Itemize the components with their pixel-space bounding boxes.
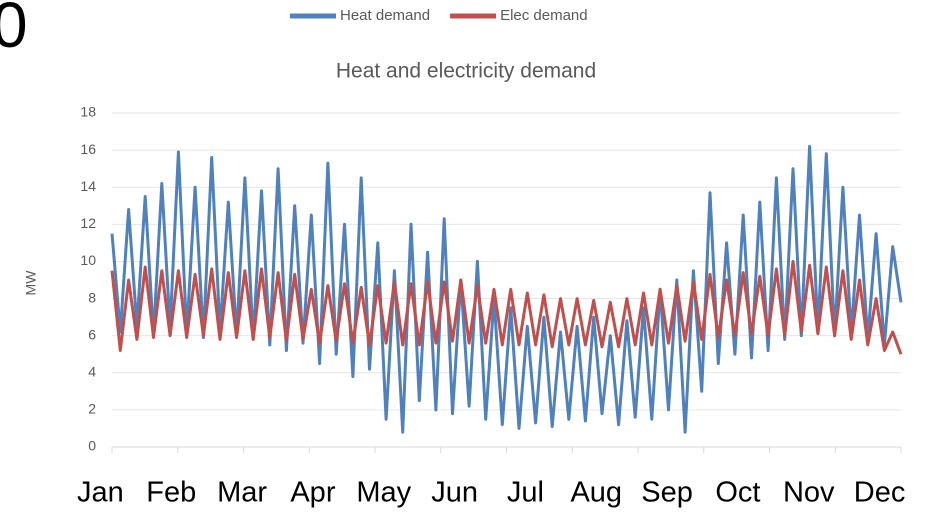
legend-label: Elec demand bbox=[500, 7, 588, 24]
x-tick-label: Dec bbox=[854, 477, 906, 509]
panel-label: 0 bbox=[0, 0, 28, 61]
x-tick-label: Sep bbox=[641, 477, 693, 509]
y-axis-label: MW bbox=[23, 270, 39, 296]
x-tick-label: Jul bbox=[507, 477, 544, 509]
y-tick-label: 14 bbox=[80, 178, 96, 194]
y-tick-label: 16 bbox=[80, 141, 96, 157]
y-tick-label: 0 bbox=[88, 438, 96, 454]
chart-title: Heat and electricity demand bbox=[336, 60, 596, 83]
x-tick-label: Oct bbox=[715, 477, 760, 509]
y-tick-label: 8 bbox=[88, 289, 96, 305]
y-tick-label: 6 bbox=[88, 326, 96, 342]
x-tick-label: May bbox=[356, 477, 411, 509]
x-tick-label: Aug bbox=[570, 477, 622, 509]
x-tick-label: Apr bbox=[290, 477, 335, 509]
x-tick-label: Nov bbox=[783, 477, 835, 509]
y-tick-label: 4 bbox=[88, 363, 96, 379]
legend-label: Heat demand bbox=[340, 7, 430, 24]
series-line bbox=[110, 259, 903, 355]
y-tick-label: 2 bbox=[88, 401, 96, 417]
y-tick-label: 10 bbox=[80, 252, 96, 268]
x-tick-label: Jan bbox=[77, 477, 124, 509]
x-tick-label: Jun bbox=[431, 477, 478, 509]
y-tick-label: 18 bbox=[80, 104, 96, 120]
x-tick-label: Feb bbox=[146, 477, 196, 509]
y-tick-label: 12 bbox=[80, 215, 96, 231]
x-tick-label: Mar bbox=[217, 477, 267, 509]
